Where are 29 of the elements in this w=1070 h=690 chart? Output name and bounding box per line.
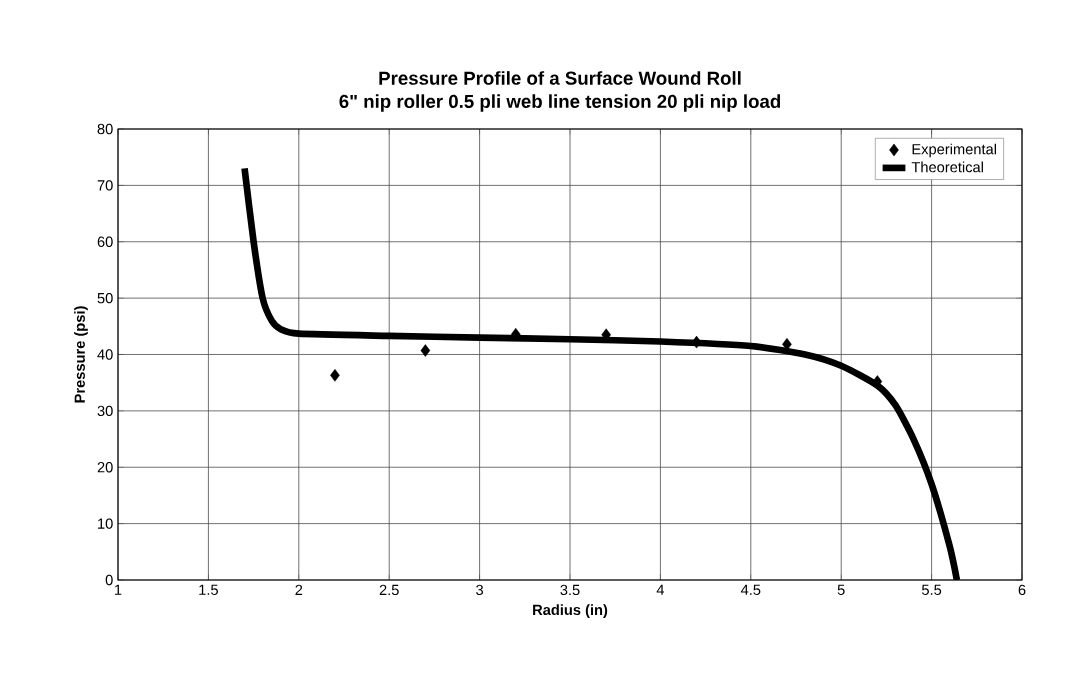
x-tick-label: 5 <box>837 584 845 595</box>
y-tick-label: 20 <box>97 462 113 473</box>
y-tick-label: 50 <box>97 292 113 304</box>
y-tick-label: 0 <box>105 574 113 586</box>
chart-title: Pressure Profile of a Surface Wound Roll <box>379 71 741 85</box>
y-tick-label: 70 <box>97 180 113 191</box>
x-axis-title: Radius (in) <box>533 604 608 618</box>
x-tick-label: 4.5 <box>740 584 761 595</box>
y-tick-label: 40 <box>97 349 113 360</box>
x-tick-label: 6 <box>1018 584 1026 596</box>
point <box>420 344 431 357</box>
point <box>691 335 702 349</box>
x-tick-label: 4 <box>656 584 665 595</box>
y-axis-title: Pressure (psi) <box>74 306 88 403</box>
point <box>330 369 340 382</box>
x-tick-label: 2 <box>295 584 303 595</box>
x-tick-label: 1.5 <box>199 584 218 595</box>
x-tick-label: 1 <box>115 584 122 595</box>
x-tick-label: 3.5 <box>560 584 580 596</box>
y-tick-label: 30 <box>97 405 113 417</box>
y-tick-label: 80 <box>97 123 113 135</box>
chart-subtitle: 6" nip roller 0.5 pli web line tension 20 pli nip load <box>339 94 781 112</box>
y-tick-label: 60 <box>97 236 113 247</box>
x-tick-label: 5.5 <box>921 584 942 595</box>
y-tick-label: 10 <box>98 518 113 529</box>
x-tick-label: 2.5 <box>379 584 399 596</box>
legend-label: Theoretical <box>911 161 983 173</box>
x-tick-label: 3 <box>476 584 484 596</box>
legend-label: Experimental <box>912 143 996 158</box>
